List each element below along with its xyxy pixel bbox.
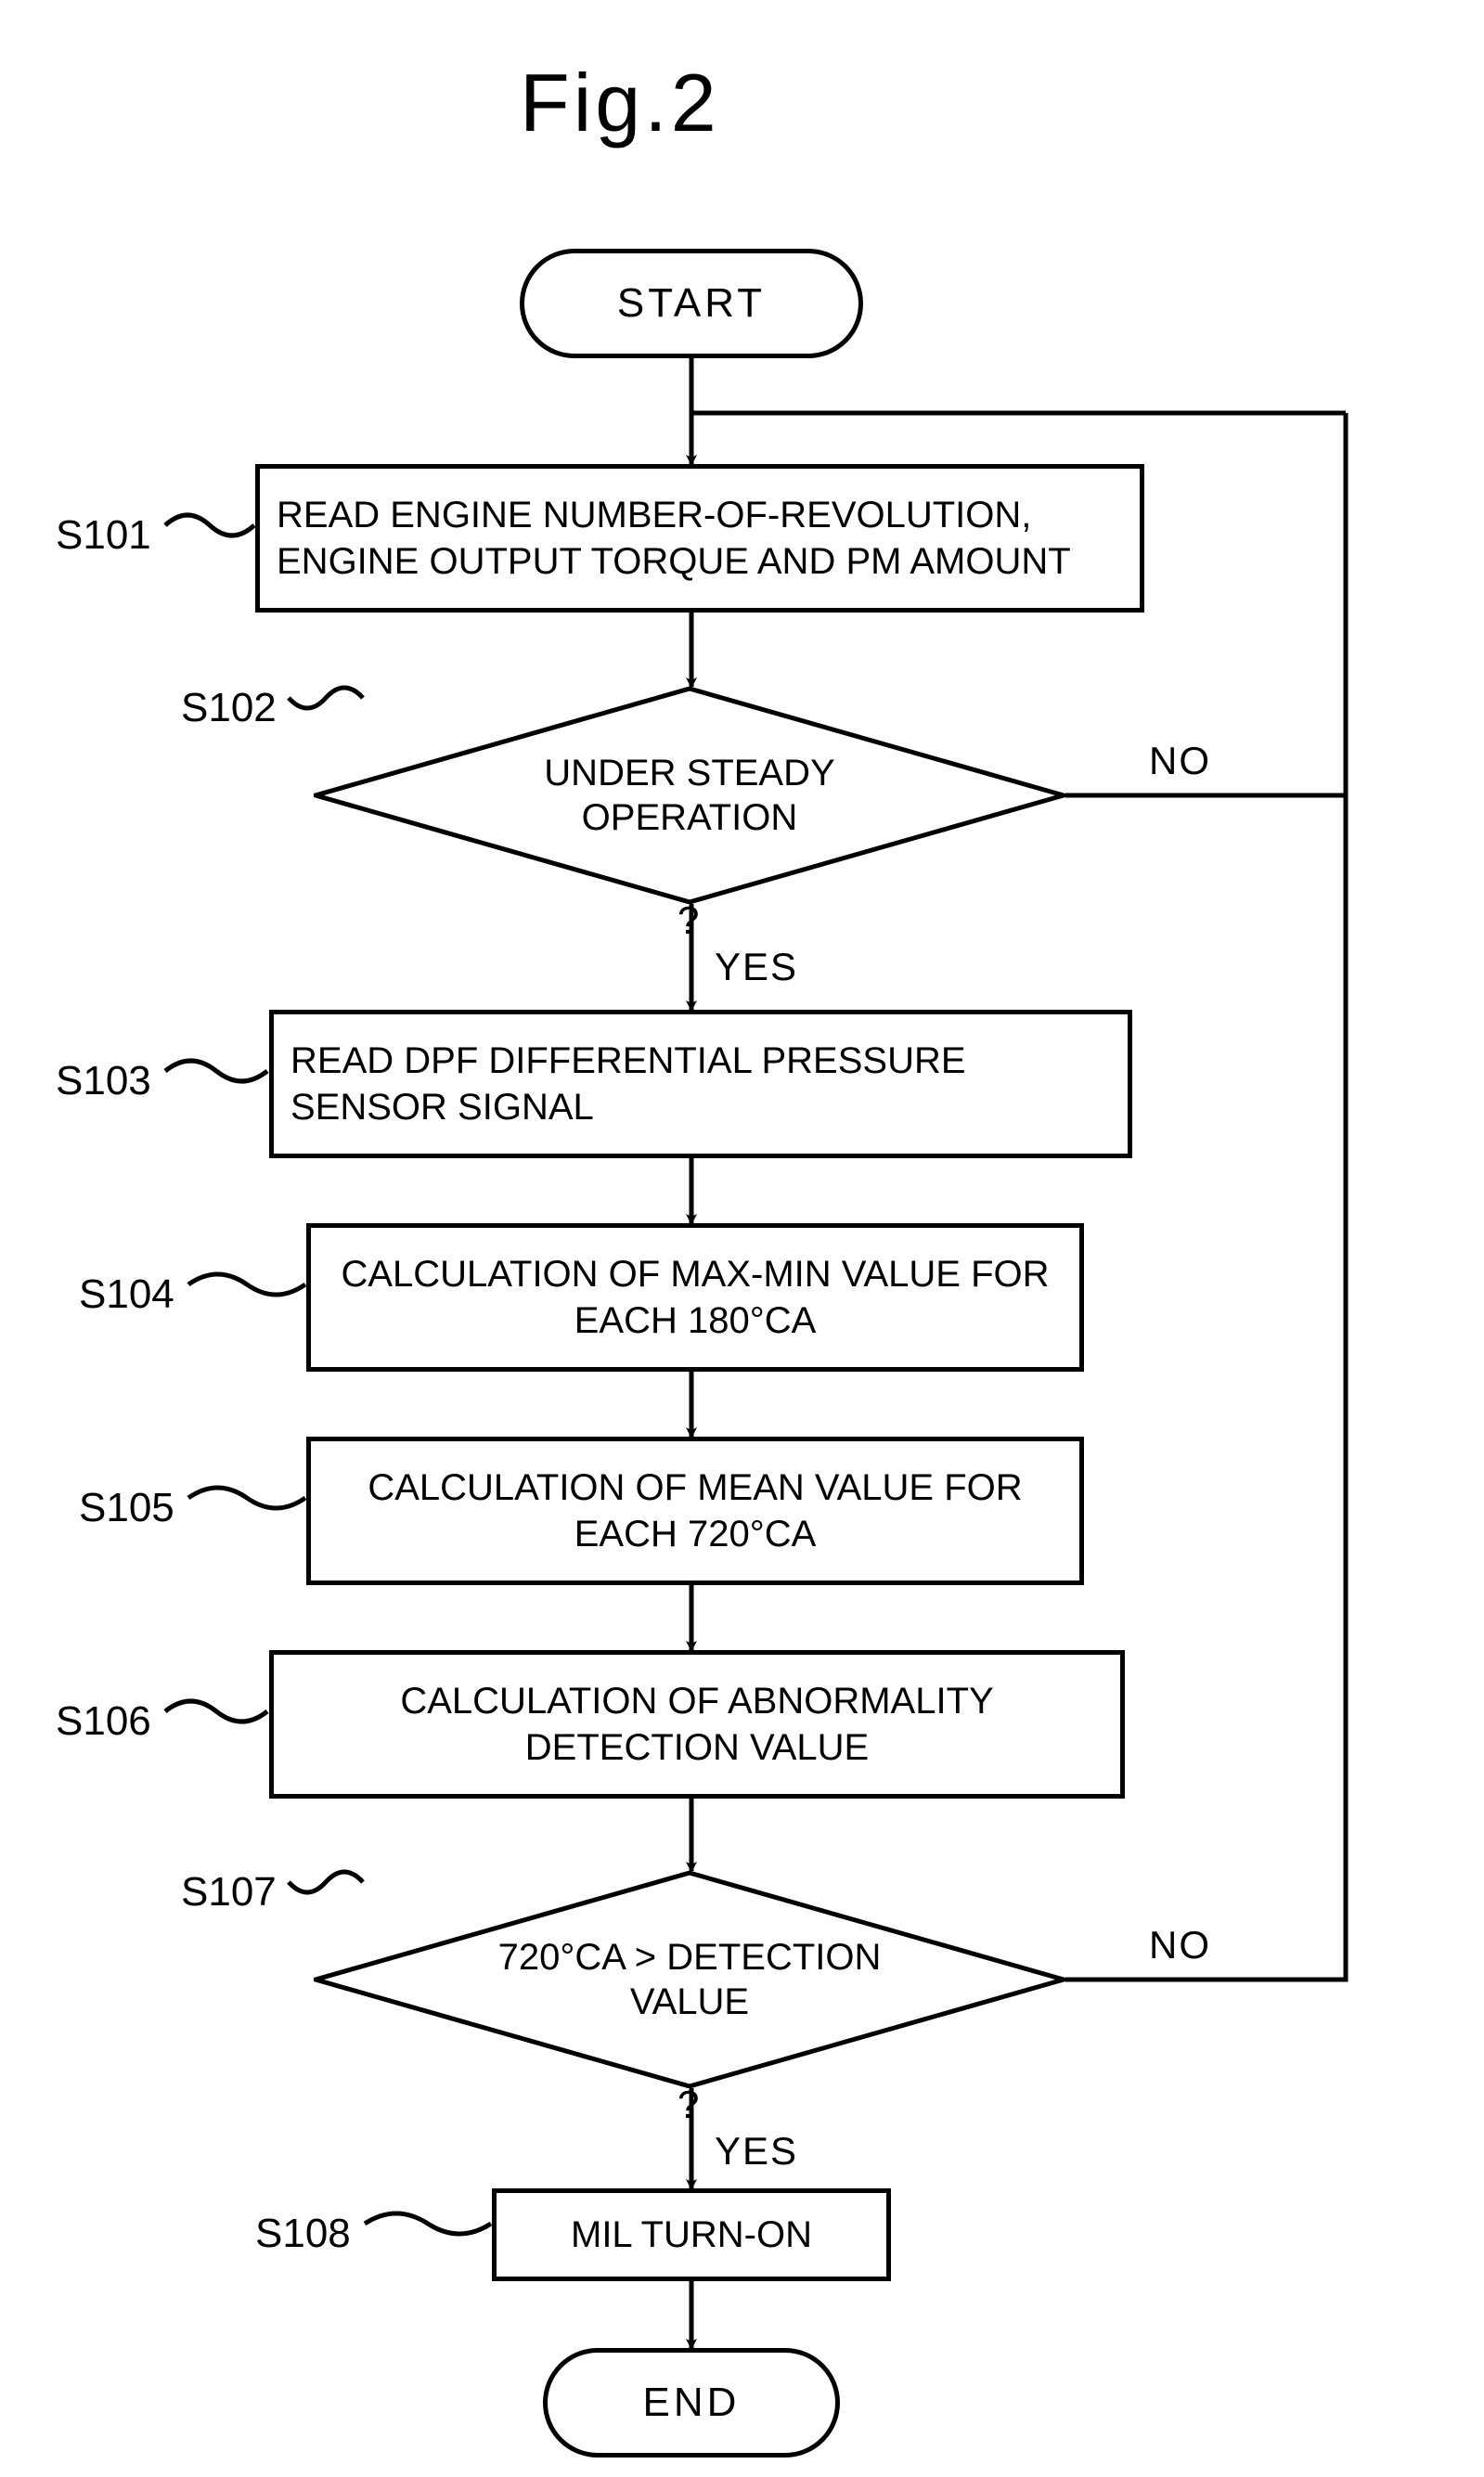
branch-label-s107-no: NO xyxy=(1149,1923,1211,1967)
process-s105-text: CALCULATION OF MEAN VALUE FOR EACH 720°C… xyxy=(328,1464,1063,1557)
process-s108-text: MIL TURN-ON xyxy=(571,2212,812,2258)
step-label-s105: S105 xyxy=(79,1485,174,1531)
terminal-start-text: START xyxy=(617,280,766,327)
decision-s102-qmark: ? xyxy=(677,898,701,943)
tilde-s108 xyxy=(365,2213,491,2234)
process-s101: READ ENGINE NUMBER-OF-REVOLUTION, ENGINE… xyxy=(255,464,1144,613)
terminal-end: END xyxy=(543,2348,840,2458)
terminal-end-text: END xyxy=(643,2380,741,2426)
process-s108: MIL TURN-ON xyxy=(492,2188,891,2281)
process-s104: CALCULATION OF MAX-MIN VALUE FOR EACH 18… xyxy=(306,1223,1084,1372)
step-label-s102: S102 xyxy=(181,685,277,731)
branch-label-s102-no: NO xyxy=(1149,739,1211,783)
decision-s102: UNDER STEADY OPERATION xyxy=(314,687,1065,904)
step-label-s107: S107 xyxy=(181,1869,277,1916)
process-s101-text: READ ENGINE NUMBER-OF-REVOLUTION, ENGINE… xyxy=(277,492,1123,585)
branch-label-s102-yes: YES xyxy=(715,945,798,989)
decision-s107-qmark: ? xyxy=(677,2083,701,2127)
terminal-start: START xyxy=(520,249,863,358)
process-s104-text: CALCULATION OF MAX-MIN VALUE FOR EACH 18… xyxy=(328,1251,1063,1344)
decision-s107-text: 720°CA > DETECTION VALUE xyxy=(498,1935,882,2024)
tilde-s101 xyxy=(165,515,254,535)
tilde-s105 xyxy=(188,1488,305,1508)
step-label-s108: S108 xyxy=(255,2211,351,2257)
process-s103: READ DPF DIFFERENTIAL PRESSURE SENSOR SI… xyxy=(269,1010,1132,1158)
tilde-s104 xyxy=(188,1274,305,1295)
branch-label-s107-yes: YES xyxy=(715,2129,798,2174)
step-label-s104: S104 xyxy=(79,1271,174,1318)
process-s103-text: READ DPF DIFFERENTIAL PRESSURE SENSOR SI… xyxy=(290,1038,1111,1130)
decision-s107: 720°CA > DETECTION VALUE xyxy=(314,1871,1065,2088)
decision-s102-text: UNDER STEADY OPERATION xyxy=(544,751,834,840)
process-s106: CALCULATION OF ABNORMALITY DETECTION VAL… xyxy=(269,1650,1125,1799)
step-label-s101: S101 xyxy=(56,512,151,559)
step-label-s106: S106 xyxy=(56,1698,151,1745)
tilde-s103 xyxy=(165,1061,267,1081)
tilde-s106 xyxy=(165,1701,267,1722)
step-label-s103: S103 xyxy=(56,1058,151,1104)
edge-s107-no xyxy=(1065,795,1346,1980)
process-s106-text: CALCULATION OF ABNORMALITY DETECTION VAL… xyxy=(290,1678,1103,1771)
process-s105: CALCULATION OF MEAN VALUE FOR EACH 720°C… xyxy=(306,1437,1084,1585)
flowchart-canvas: Fig.2 START READ ENGINE NUMBER-OF-REVOLU… xyxy=(0,0,1484,2477)
figure-title: Fig.2 xyxy=(520,56,720,150)
